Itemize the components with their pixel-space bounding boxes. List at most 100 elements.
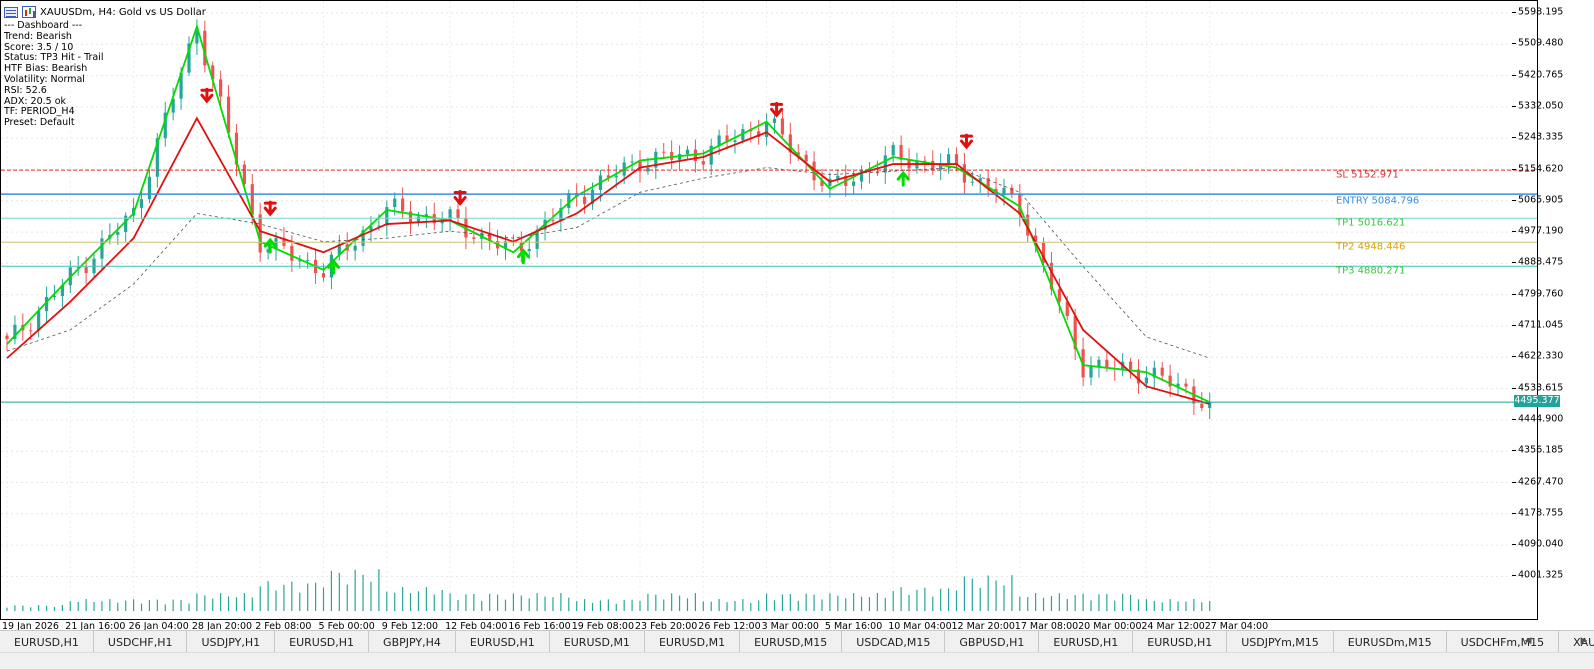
candle-body: [234, 132, 239, 165]
price-tick-label: 4001.325: [1518, 569, 1564, 581]
candle-body: [1034, 235, 1038, 243]
candle-body: [147, 176, 152, 200]
price-tick: [1512, 231, 1516, 233]
dashboard-line: Score: 3.5 / 10: [4, 41, 74, 53]
chart-window[interactable]: XAUUSDm, H4: Gold vs US Dollar --- Dashb…: [0, 0, 1594, 636]
time-tick-label: 5 Mar 16:00: [824, 621, 883, 632]
price-tick-label: 4711.045: [1518, 319, 1564, 331]
candle-body: [1176, 383, 1180, 387]
candle-body: [203, 30, 207, 66]
time-tick-label: 19 Feb 08:00: [571, 621, 635, 632]
candle-body: [472, 237, 476, 239]
chart-tab[interactable]: GBPUSD,H1: [945, 631, 1040, 653]
candle-body: [337, 244, 341, 255]
chart-tab[interactable]: USDCHF,H1: [94, 631, 188, 653]
sell-signal-arrow: [263, 200, 277, 217]
chart-tab[interactable]: EURUSD,H1: [275, 631, 370, 653]
candle-body: [5, 335, 9, 340]
price-tick: [1512, 262, 1516, 264]
price-axis[interactable]: 5598.195 5509.480 5420.765 5332.050 5243.335…: [1512, 0, 1594, 620]
candle-body: [353, 245, 357, 251]
chart-tab[interactable]: USDCHFm,M15: [1447, 631, 1560, 653]
price-tick-label: 4799.760: [1518, 288, 1564, 300]
candle-body: [986, 178, 990, 190]
candle-body: [685, 149, 690, 155]
buy-signal-arrow: [263, 237, 277, 254]
price-tick: [1512, 544, 1516, 546]
candle-body: [377, 225, 381, 227]
price-tick: [1512, 105, 1516, 107]
price-tick-label: 4888.475: [1518, 256, 1564, 268]
price-tick: [1512, 356, 1516, 358]
buy-signal-arrow: [516, 248, 530, 265]
current-price-tag: 4495.377: [1514, 395, 1560, 408]
tp3-level-label: TP3 4880.271: [1336, 265, 1406, 277]
price-tick: [1512, 481, 1516, 483]
chart-tab[interactable]: GBPJPY,H4: [369, 631, 456, 653]
chart-tab[interactable]: EURUSDm,M15: [1334, 631, 1447, 653]
tp1-level-label: TP1 5016.621: [1336, 217, 1406, 229]
chart-type-icon[interactable]: [22, 6, 36, 18]
candle-body: [670, 152, 674, 160]
price-tick-label: 5509.480: [1518, 37, 1564, 49]
time-tick-label: 19 Jan 2026: [2, 621, 59, 632]
candle-body: [551, 219, 555, 221]
time-tick-label: 26 Jan 04:00: [128, 621, 189, 632]
chart-plot-area[interactable]: [0, 0, 1538, 620]
candle-body: [804, 154, 808, 162]
chart-tab[interactable]: XAUUSDm,M15: [1559, 631, 1594, 653]
candle-body: [76, 267, 80, 269]
dashboard-line: Status: TP3 Hit - Trail: [4, 52, 104, 64]
chart-tab[interactable]: USDJPYm,M15: [1227, 631, 1334, 653]
candle-body: [226, 96, 231, 133]
scroll-right-icon[interactable]: ▶: [1580, 636, 1588, 646]
candle-body: [290, 245, 294, 261]
chart-tab[interactable]: USDCAD,M15: [842, 631, 946, 653]
price-tick-label: 4622.330: [1518, 350, 1564, 362]
price-tick-label: 5598.195: [1518, 6, 1564, 18]
candle-body: [242, 164, 246, 185]
chart-tab[interactable]: EURUSD,H1: [1039, 631, 1134, 653]
candle-body: [1002, 187, 1006, 195]
candle-body: [1057, 289, 1061, 302]
chart-tab[interactable]: EURUSD,H1: [1133, 631, 1228, 653]
candle-body: [1041, 242, 1046, 263]
candle-body: [401, 198, 405, 212]
window-menu-icon[interactable]: [4, 6, 18, 18]
dashboard-line: TF: PERIOD_H4: [4, 106, 75, 118]
candle-body: [37, 311, 41, 331]
chart-tab[interactable]: EURUSD,M15: [740, 631, 843, 653]
scroll-left-icon[interactable]: ◀: [1524, 636, 1532, 646]
candle-body: [1065, 301, 1069, 317]
candle-body: [124, 215, 128, 232]
candle-body: [258, 214, 262, 253]
sl-level-label: SL 5152.971: [1336, 169, 1399, 181]
candle-body: [448, 209, 452, 221]
time-tick-label: 20 Mar 00:00: [1078, 621, 1142, 632]
sell-signal-arrow: [200, 87, 214, 104]
chart-canvas[interactable]: [1, 1, 1537, 619]
price-tick-label: 4533.615: [1518, 382, 1564, 394]
candle-body: [788, 134, 792, 153]
candle-body: [559, 207, 563, 221]
chart-tab[interactable]: EURUSD,M1: [550, 631, 645, 653]
status-strip: [0, 652, 1594, 669]
chart-tab[interactable]: USDJPY,H1: [187, 631, 276, 653]
chart-tab[interactable]: EURUSD,M1: [645, 631, 741, 653]
chart-tab[interactable]: EURUSD,H1: [456, 631, 550, 653]
candle-body: [883, 155, 887, 173]
time-tick-label: 24 Mar 12:00: [1141, 621, 1205, 632]
candle-body: [52, 296, 57, 298]
sell-signal-arrow: [453, 190, 467, 206]
candle-body: [978, 178, 982, 182]
candle-body: [717, 135, 721, 146]
time-axis[interactable]: 19 Jan 2026 21 Jan 16:00 26 Jan 04:00 28 Ja…: [0, 620, 1538, 634]
candle-body: [733, 140, 737, 143]
time-tick-label: 26 Feb 12:00: [698, 621, 761, 632]
candle-body: [393, 198, 397, 208]
buy-signal-arrow: [896, 170, 910, 187]
buy-signal-arrow: [327, 258, 340, 275]
chart-tab[interactable]: EURUSD,H1: [0, 631, 94, 653]
long-ma-line: [6, 167, 1210, 359]
candle-body: [1018, 193, 1022, 215]
